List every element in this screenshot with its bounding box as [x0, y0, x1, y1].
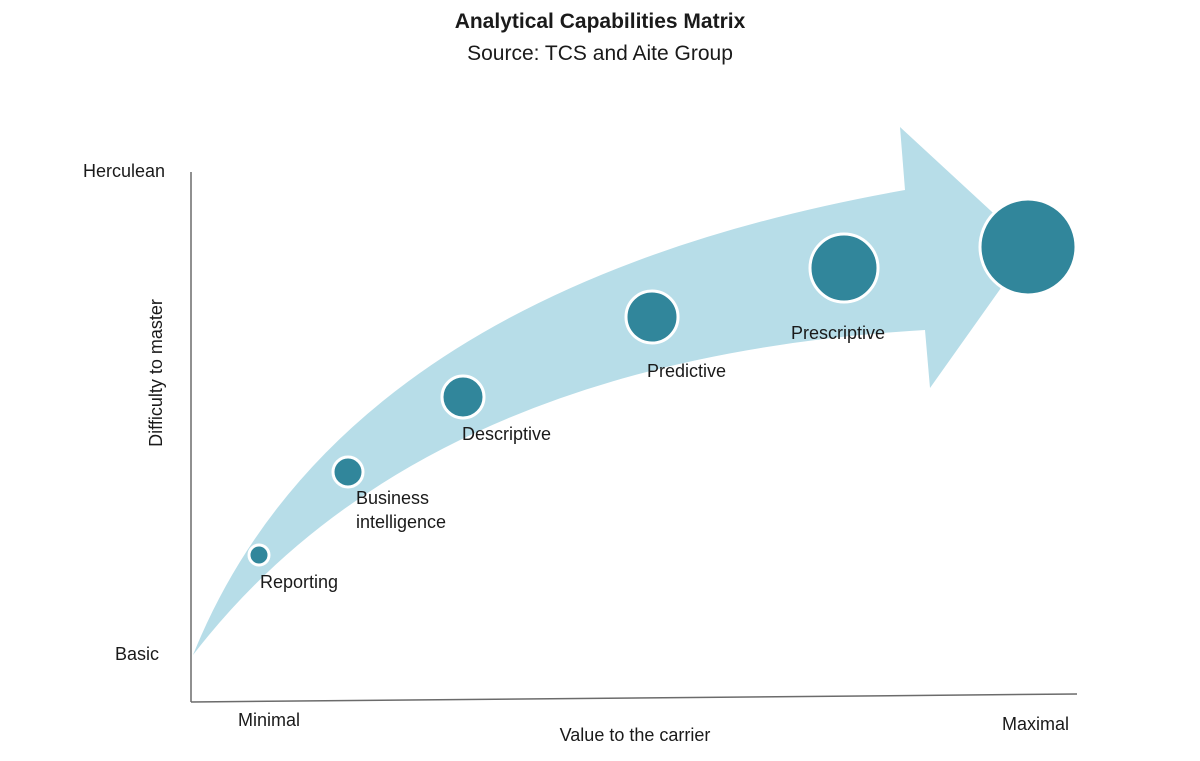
stage-circle-reporting	[247, 543, 271, 567]
x-axis-left-label: Minimal	[238, 710, 300, 730]
chart-subtitle: Source: TCS and Aite Group	[467, 42, 733, 65]
stage-circle-predictive	[624, 289, 680, 345]
y-axis-title: Difficulty to master	[146, 299, 166, 447]
x-axis-line	[190, 693, 1078, 703]
stage-circle-prescriptive	[808, 232, 880, 304]
stage-label-predictive: Predictive	[647, 361, 726, 381]
stage-circle-final	[978, 197, 1078, 297]
chart-title: Analytical Capabilities Matrix	[454, 10, 746, 33]
x-axis-title: Value to the carrier	[560, 725, 711, 745]
stage-label-descriptive: Descriptive	[462, 424, 551, 444]
stage-circle-descriptive	[440, 374, 486, 420]
stage-circle-business-intelligence	[331, 455, 365, 489]
stage-label-reporting: Reporting	[260, 572, 338, 592]
y-axis-bottom-label: Basic	[115, 644, 159, 664]
x-axis-right-label: Maximal	[1002, 714, 1069, 734]
stage-label-business-intelligence-line1: Business	[356, 488, 429, 508]
stage-label-prescriptive: Prescriptive	[791, 323, 885, 343]
y-axis-top-label: Herculean	[83, 161, 165, 181]
stage-label-business-intelligence-line2: intelligence	[356, 512, 446, 532]
